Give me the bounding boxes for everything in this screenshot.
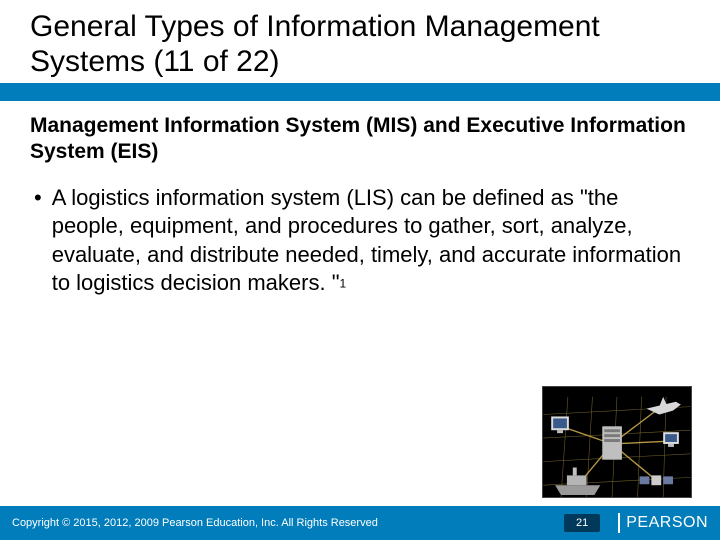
title-area: General Types of Information Management … (0, 0, 720, 83)
slide-title: General Types of Information Management … (30, 10, 690, 79)
title-divider-bar (0, 83, 720, 101)
brand-logo: PEARSON (618, 513, 708, 533)
bullet-text: A logistics information system (LIS) can… (52, 184, 690, 298)
bullet-body: A logistics information system (LIS) can… (52, 185, 681, 296)
network-illustration (542, 386, 692, 498)
bullet-marker: • (30, 184, 42, 213)
content-area: Management Information System (MIS) and … (0, 101, 720, 540)
copyright-text: Copyright © 2015, 2012, 2009 Pearson Edu… (12, 517, 564, 529)
content-subheading: Management Information System (MIS) and … (30, 113, 690, 166)
page-number-badge: 21 (564, 514, 600, 532)
brand-text: PEARSON (626, 514, 708, 532)
footnote-reference: 1 (340, 277, 347, 291)
slide-footer: Copyright © 2015, 2012, 2009 Pearson Edu… (0, 506, 720, 540)
network-svg (543, 387, 691, 497)
brand-bar-icon (618, 513, 620, 533)
slide-container: General Types of Information Management … (0, 0, 720, 540)
bullet-item: • A logistics information system (LIS) c… (30, 184, 690, 298)
